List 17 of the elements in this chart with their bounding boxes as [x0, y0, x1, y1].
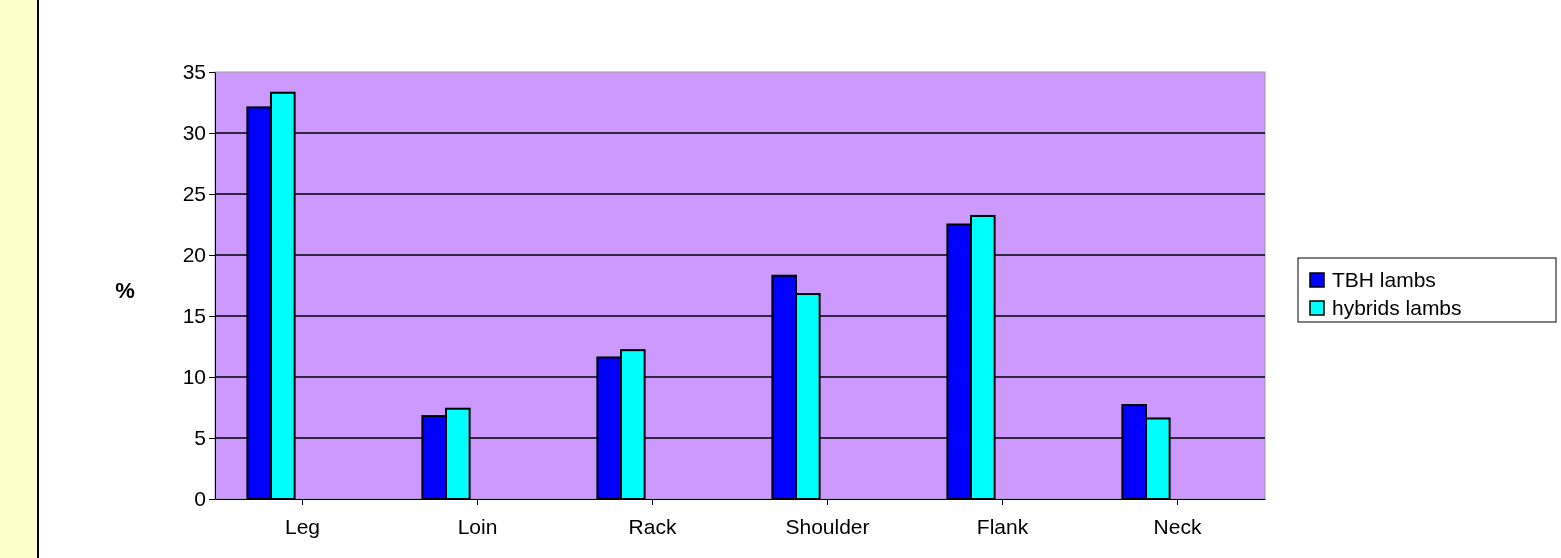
- legend-label: TBH lambs: [1332, 268, 1436, 291]
- y-axis-title: %: [115, 278, 135, 303]
- legend-label: hybrids lambs: [1332, 296, 1462, 319]
- y-tick-label: 15: [182, 304, 206, 328]
- y-tick-label: 5: [194, 426, 206, 450]
- y-tick-label: 25: [182, 182, 206, 206]
- x-tick-label: Rack: [628, 514, 677, 538]
- y-tick-label: 10: [182, 365, 206, 389]
- x-tick-label: Flank: [976, 514, 1029, 538]
- y-tick-label: 0: [194, 487, 206, 511]
- x-tick-label: Shoulder: [785, 514, 870, 538]
- x-tick-label: Loin: [457, 514, 498, 538]
- x-tick-label: Neck: [1153, 514, 1202, 538]
- x-tick-label: Leg: [284, 514, 321, 538]
- y-tick-label: 20: [182, 243, 206, 267]
- y-tick-label: 35: [182, 60, 206, 84]
- y-tick-label: 30: [182, 121, 206, 145]
